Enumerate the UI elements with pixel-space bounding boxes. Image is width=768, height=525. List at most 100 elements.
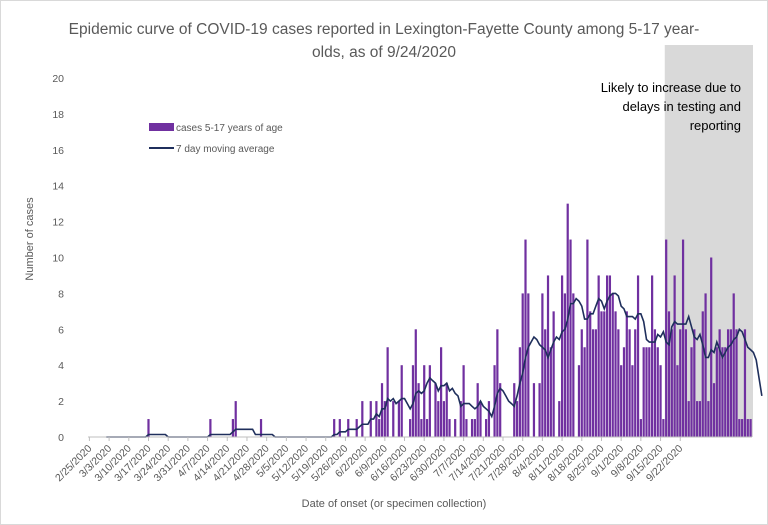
bar: [591, 329, 595, 437]
y-tick-label: 2: [58, 396, 64, 408]
bar: [147, 419, 150, 437]
bar: [437, 401, 440, 437]
bar: [704, 293, 707, 437]
bar: [687, 401, 690, 437]
bar: [597, 275, 600, 437]
bar: [333, 419, 336, 437]
bar: [347, 419, 350, 437]
bar: [231, 419, 235, 437]
bar: [726, 329, 730, 437]
bar: [605, 275, 609, 437]
bar: [645, 347, 648, 437]
bar: [746, 419, 749, 437]
bar: [454, 419, 457, 437]
annotation-line: Likely to increase due to: [601, 80, 741, 95]
bar: [423, 365, 426, 437]
bar: [485, 419, 488, 437]
bar: [448, 419, 451, 437]
bar: [397, 401, 401, 437]
bar: [732, 293, 735, 437]
bar: [476, 383, 479, 437]
bar: [594, 329, 597, 437]
bar: [738, 419, 741, 437]
bar: [541, 293, 544, 437]
bar: [676, 365, 679, 437]
bar: [465, 419, 468, 437]
bar: [743, 329, 747, 437]
bar: [544, 329, 547, 437]
bar: [625, 311, 628, 437]
bar: [442, 401, 446, 437]
bar: [636, 275, 640, 437]
legend-label-cases: cases 5-17 years of age: [176, 123, 283, 134]
bar: [428, 365, 431, 437]
y-tick-label: 8: [58, 288, 64, 300]
bar: [631, 365, 634, 437]
bar: [642, 347, 645, 437]
bar: [608, 275, 612, 437]
bar: [628, 329, 631, 437]
bar: [439, 347, 443, 437]
bar: [707, 401, 710, 437]
bar: [569, 239, 572, 437]
bar: [659, 365, 662, 437]
bar: [338, 419, 341, 437]
bar: [563, 293, 567, 437]
annotation-line: delays in testing and: [622, 99, 741, 114]
bar: [729, 329, 733, 437]
y-tick-label: 4: [58, 360, 64, 372]
bar: [614, 311, 617, 437]
y-tick-label: 14: [52, 181, 64, 193]
bar: [724, 347, 727, 437]
bar: [651, 275, 654, 437]
bar: [690, 347, 693, 437]
bar: [361, 401, 364, 437]
bar: [473, 419, 476, 437]
bar: [355, 419, 358, 437]
bar: [462, 365, 465, 437]
chart-title: Epidemic curve of COVID-19 cases reporte…: [68, 21, 700, 61]
moving-average-line: [106, 292, 763, 438]
bar: [459, 401, 462, 437]
bar: [701, 311, 704, 437]
bar: [600, 311, 603, 437]
bar: [375, 401, 378, 437]
bar: [527, 293, 530, 437]
bar: [496, 329, 499, 437]
moving-average-series: [106, 292, 763, 438]
bar: [698, 401, 702, 437]
bar: [521, 293, 524, 437]
bar: [515, 401, 519, 437]
bar: [400, 365, 403, 437]
bar: [434, 383, 437, 437]
bar: [634, 329, 637, 437]
bar: [670, 329, 673, 437]
y-tick-label: 12: [52, 217, 64, 229]
bar: [392, 401, 395, 437]
bar: [656, 347, 659, 437]
bar: [425, 419, 429, 437]
bar: [414, 329, 417, 437]
y-tick-label: 0: [58, 432, 64, 444]
bar: [209, 419, 212, 437]
bar: [665, 239, 668, 437]
bar: [577, 365, 581, 437]
bar: [420, 419, 423, 437]
bar: [572, 293, 575, 437]
bar: [715, 347, 718, 437]
bar: [684, 329, 687, 437]
bar: [487, 401, 491, 437]
bar: [479, 401, 482, 437]
y-tick-label: 18: [52, 109, 64, 121]
bar: [673, 275, 676, 437]
bar: [696, 401, 699, 437]
bar: [583, 347, 586, 437]
bar: [712, 383, 716, 437]
y-tick-label: 16: [52, 145, 64, 157]
annotation-text: Likely to increase due to delays in testi…: [601, 80, 741, 133]
bar: [560, 275, 564, 437]
bar: [718, 329, 721, 437]
bar: [679, 329, 682, 437]
bar: [662, 419, 665, 437]
